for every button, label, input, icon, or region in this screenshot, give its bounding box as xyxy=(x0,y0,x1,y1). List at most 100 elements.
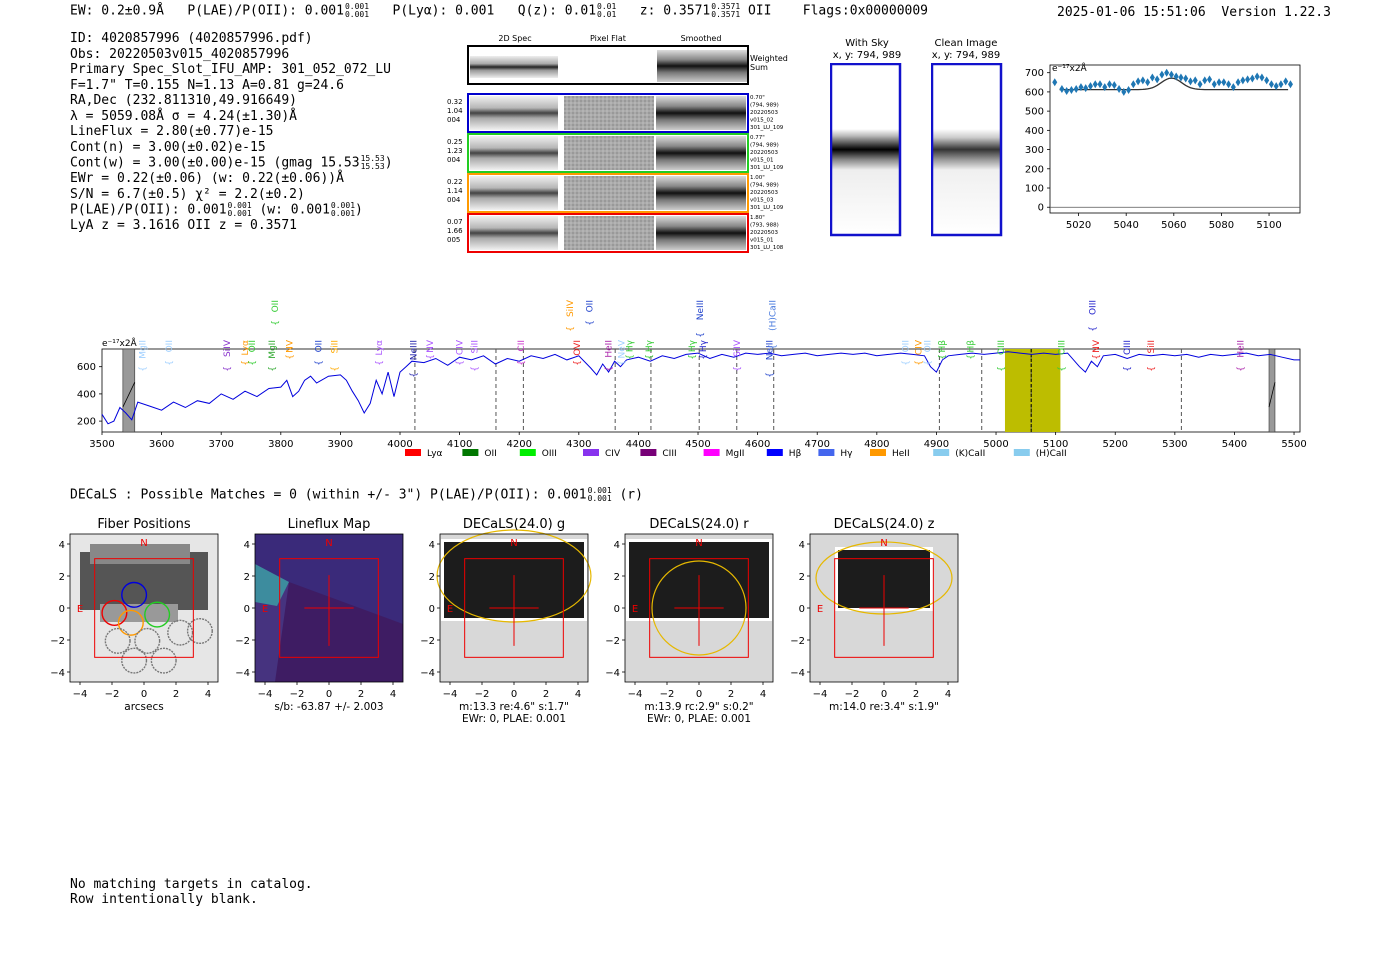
line-label-37: NV{ xyxy=(1092,339,1102,360)
line-label-text: OIII xyxy=(997,340,1007,355)
spec-xtick-label-12: 4700 xyxy=(804,439,829,450)
zoom-data-point xyxy=(1192,76,1198,85)
spectrum-line xyxy=(101,351,1300,425)
plae-lo: 0.001 xyxy=(344,10,370,19)
line-label-brace: { xyxy=(1123,366,1133,372)
panel-xtick-label: −4 xyxy=(813,689,828,700)
zoom-data-point xyxy=(1283,77,1289,86)
info-contn: Cont(n) = 3.00(±0.02)e-15 xyxy=(70,139,266,155)
panel-xtick-label: 4 xyxy=(575,689,581,700)
panel-ytick-label: 0 xyxy=(429,604,435,615)
panel-title: Lineflux Map xyxy=(288,517,371,532)
header-bar: EW: 0.2±0.9Å P(LAE)/P(OII): 0.0010.001 0.… xyxy=(70,3,928,19)
line-label-35: OIII { xyxy=(1058,340,1068,372)
line-label-brace: { xyxy=(923,360,933,366)
decals-band: (r) xyxy=(619,487,643,503)
zoom-data-point xyxy=(1230,83,1236,92)
timestamp: 2025-01-06 15:51:06 xyxy=(1057,5,1206,20)
line-label-brace: { xyxy=(769,344,779,350)
line-label-text: NeIII xyxy=(696,300,706,320)
zoom-data-point xyxy=(1145,78,1151,87)
line-label-text: OII xyxy=(923,340,933,352)
info-obs: Obs: 20220503v015_4020857996 xyxy=(70,46,290,62)
legend-swatch-3 xyxy=(583,449,599,456)
decals-hi: 0.001 xyxy=(587,486,612,495)
panel-xtick-label: −2 xyxy=(290,689,305,700)
legend-label-8: HeII xyxy=(892,449,910,459)
panel-xtick-label: −4 xyxy=(443,689,458,700)
line-label-0: MgII { xyxy=(139,340,149,372)
line-label-text: NeIII xyxy=(766,340,776,360)
line-label-text: CII xyxy=(517,340,527,352)
line-label-text: OII xyxy=(901,340,911,352)
fiber-right-1-3: 20220503 xyxy=(750,110,778,116)
line-label-19: HeII { xyxy=(605,340,615,372)
zoom-ytick-label-2: 500 xyxy=(1025,107,1044,118)
line-label-brace: { xyxy=(1089,326,1099,332)
spec-xtick-label-7: 4200 xyxy=(506,439,531,450)
line-label-5: MgII { xyxy=(268,340,278,372)
fiber-right-3-3: 20220503 xyxy=(750,190,778,196)
line-label-text: HeII xyxy=(605,340,615,358)
panel-xtick-label: 4 xyxy=(390,689,396,700)
line-label-text: CIV xyxy=(915,339,925,355)
line-label-36: OIII { xyxy=(1089,300,1099,332)
fiber-right-3-2: (794, 989) xyxy=(750,183,779,189)
cutout-clean-title: Clean Image xyxy=(934,38,998,49)
panel-title: Fiber Positions xyxy=(97,517,190,532)
legend-label-3: CIV xyxy=(605,449,621,459)
line-label-text: SiII xyxy=(471,340,481,354)
image-panel-4: N E 4 2 0 −2 −4 −4 −2 0 2 4 DECaLS(24.0) r m:13.9 rc:… xyxy=(605,517,774,725)
zoom-xtick-label-3: 5080 xyxy=(1209,220,1234,231)
fiber-left-3-1: 0.22 xyxy=(447,178,463,186)
line-label-9: SiII { xyxy=(330,340,340,372)
line-label-brace: { xyxy=(314,360,324,366)
zoom-data-point xyxy=(1278,80,1284,89)
line-label-brace: { xyxy=(223,366,233,372)
fiber-left-2-2: 1.23 xyxy=(447,147,463,155)
legend-swatch-0 xyxy=(405,449,421,456)
line-label-20: NeV { xyxy=(618,339,628,366)
line-label-25: Hγ { xyxy=(699,339,709,359)
line-label-27: NeIII{ xyxy=(766,340,776,378)
spec-xtick-label-13: 4800 xyxy=(864,439,889,450)
zoom-model-curve xyxy=(1059,77,1289,91)
fiber-circle-8 xyxy=(150,647,177,674)
east-label: E xyxy=(262,604,268,615)
spec-xtick-label-6: 4100 xyxy=(447,439,472,450)
panel-xtick-label: −4 xyxy=(258,689,273,700)
panel-caption-1: arcsecs xyxy=(124,701,163,713)
spec-xtick-label-20: 5500 xyxy=(1281,439,1306,450)
north-label: N xyxy=(325,538,332,549)
line-label-brace: { xyxy=(938,354,948,360)
panel-xtick-label: 0 xyxy=(696,689,702,700)
spec-xtick-label-1: 3600 xyxy=(149,439,174,450)
north-label: N xyxy=(695,538,702,549)
spec-xtick-label-18: 5300 xyxy=(1162,439,1187,450)
zoom-xtick-label-1: 5040 xyxy=(1113,220,1138,231)
line-label-brace: { xyxy=(165,360,175,366)
legend-swatch-5 xyxy=(703,449,720,456)
spec-xtick-label-4: 3900 xyxy=(328,439,353,450)
masked-band-hatch-2 xyxy=(1268,382,1276,408)
z-lo: 0.3571 xyxy=(711,10,741,19)
legend-swatch-9 xyxy=(933,449,950,456)
fiber-right-3-1: 1.00" xyxy=(750,175,765,181)
zoom-data-point xyxy=(1187,77,1193,86)
line-label-39: SiII { xyxy=(1147,340,1157,372)
weighted-label-2: Sum xyxy=(750,63,768,72)
zoom-data-point xyxy=(1130,80,1136,89)
line-label-text: Lyα xyxy=(241,340,251,356)
qz-value: Q(z): 0.01 xyxy=(517,3,597,19)
image-panel-2: N E 4 2 0 −2 −4 −4 −2 0 2 4 Lineflux Map s/b: -63.87 … xyxy=(235,517,404,713)
fiber-2dspec-1 xyxy=(470,96,558,130)
line-label-text: (H)CaII xyxy=(769,300,779,331)
panel-ytick-label: −4 xyxy=(790,668,805,679)
zoom-data-point xyxy=(1221,78,1227,87)
line-label-29: OII { xyxy=(901,340,911,366)
search-box xyxy=(94,558,194,658)
line-label-brace: { xyxy=(901,360,911,366)
fiber-right-4-5: 301_LU_108 xyxy=(750,245,784,251)
line-label-8: OII { xyxy=(314,340,324,366)
plae-hi: 0.001 xyxy=(344,2,370,11)
